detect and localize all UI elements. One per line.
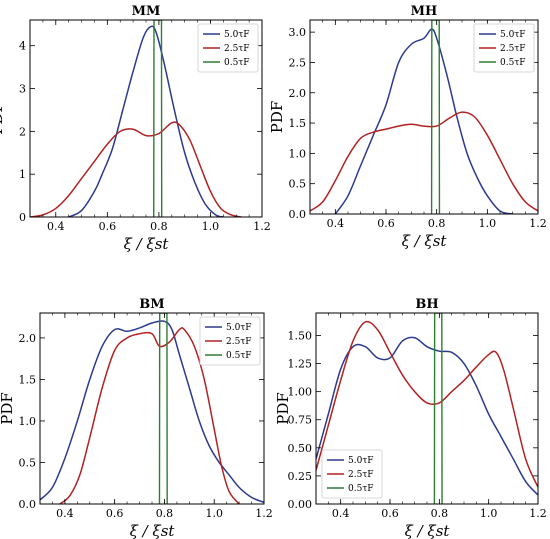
y-tick-label: 1.5 (289, 117, 307, 130)
legend-label: 0.5τF (348, 484, 374, 494)
y-tick-label: 0.25 (288, 470, 313, 483)
y-tick-label: 1.00 (288, 386, 313, 399)
x-tick-label: 1.0 (479, 217, 497, 230)
legend: 5.0τF 2.5τF 0.5τF (197, 23, 259, 73)
x-tick-label: 0.8 (428, 217, 446, 230)
series-line-0.5τF (153, 20, 163, 217)
series-line-2.5τF (30, 121, 242, 217)
x-tick-label: 1.2 (529, 217, 547, 230)
y-tick-label: 2.0 (19, 332, 37, 345)
x-axis-label: ξ / ξst (124, 235, 170, 253)
series-line-2.5τF (316, 320, 538, 488)
y-tick-label: 0.0 (289, 208, 307, 221)
series-line-2.5τF (310, 111, 538, 212)
x-tick-label: 1.2 (253, 220, 271, 233)
series-line-5.0τF (68, 25, 224, 217)
chart-panel-bh: 0.4 0.6 0.8 1.0 1.2 0.00 0.25 0.50 0.75 1.00 1.25 1… (274, 297, 547, 539)
y-tick-label: 0.00 (288, 498, 313, 511)
y-tick-label: 1 (19, 168, 26, 181)
chart-panel-mh: 0.4 0.6 0.8 1.0 1.2 0.0 0.5 1.0 1.5 2.0 2.5 3.0 MH ξ … (268, 4, 547, 250)
x-axis-label: ξ / ξst (402, 232, 448, 250)
x-tick-label: 0.6 (381, 507, 399, 520)
x-axis-label: ξ / ξst (405, 522, 451, 539)
legend: 5.0τF 2.5τF 0.5τF (321, 449, 383, 499)
chart-title: MH (411, 4, 438, 19)
series-line-5.0τF (316, 336, 538, 496)
chart-title: BH (415, 297, 438, 312)
legend-box (197, 23, 259, 73)
y-tick-label: 1.0 (289, 147, 307, 160)
legend-label: 5.0τF (224, 30, 250, 40)
y-axis-label: PDF (0, 102, 6, 135)
legend-label: 0.5τF (500, 58, 526, 68)
y-tick-label: 0.75 (288, 414, 313, 427)
series-line-0.5τF (158, 313, 168, 504)
x-tick-label: 0.6 (99, 220, 117, 233)
y-tick-label: 2.5 (289, 56, 307, 69)
y-tick-label: 0.5 (289, 178, 307, 191)
legend-label: 5.0τF (348, 456, 374, 466)
y-axis-label: PDF (274, 392, 292, 425)
y-tick-label: 1.25 (288, 358, 313, 371)
chart-panel-mm: 0.4 0.6 0.8 1.0 1.2 0 1 2 3 4 MM ξ / ξst PDF 5.0τF 2.5… (0, 4, 271, 253)
legend-box (199, 316, 261, 366)
legend-label: 2.5τF (226, 337, 252, 347)
legend-box (321, 449, 383, 499)
x-tick-label: 1.0 (205, 507, 223, 520)
chart-title: BM (139, 297, 164, 312)
legend-label: 2.5τF (348, 470, 374, 480)
x-axis-label: ξ / ξst (130, 522, 176, 539)
y-tick-label: 0.50 (288, 442, 313, 455)
x-tick-label: 0.8 (431, 507, 449, 520)
y-tick-label: 0.0 (19, 498, 37, 511)
x-tick-label: 0.6 (106, 507, 124, 520)
legend: 5.0τF 2.5τF 0.5τF (473, 23, 535, 73)
x-tick-label: 0.4 (332, 507, 350, 520)
legend-label: 0.5τF (224, 58, 250, 68)
series-line-0.5τF (433, 313, 443, 504)
legend-label: 5.0τF (500, 30, 526, 40)
legend-label: 2.5τF (224, 44, 250, 54)
y-axis-label: PDF (268, 101, 286, 134)
y-tick-label: 4 (19, 40, 26, 53)
y-tick-label: 3 (19, 83, 26, 96)
y-tick-label: 1.0 (19, 415, 37, 428)
x-tick-label: 1.0 (202, 220, 220, 233)
chart-title: MM (132, 4, 161, 19)
x-tick-label: 1.2 (255, 507, 273, 520)
legend-box (473, 23, 535, 73)
x-tick-label: 0.4 (47, 220, 65, 233)
y-tick-label: 1.5 (19, 373, 37, 386)
legend-label: 2.5τF (500, 44, 526, 54)
series-line-0.5τF (430, 20, 441, 214)
y-tick-label: 2 (19, 125, 26, 138)
y-tick-label: 3.0 (289, 26, 307, 39)
chart-panel-bm: 0.4 0.6 0.8 1.0 1.2 0.0 0.5 1.0 1.5 2.0 BM ξ / ξst P… (0, 297, 273, 539)
legend: 5.0τF 2.5τF 0.5τF (199, 316, 261, 366)
y-axis-label: PDF (0, 392, 16, 425)
y-tick-label: 0 (19, 211, 26, 224)
legend-label: 0.5τF (226, 351, 252, 361)
x-tick-label: 0.6 (377, 217, 395, 230)
y-tick-label: 0.5 (19, 456, 37, 469)
x-tick-label: 0.8 (156, 507, 174, 520)
x-tick-label: 1.0 (480, 507, 498, 520)
y-tick-label: 1.50 (288, 329, 313, 342)
x-tick-label: 0.4 (327, 217, 345, 230)
x-tick-label: 0.8 (150, 220, 168, 233)
series-line-5.0τF (40, 320, 264, 504)
legend-label: 5.0τF (226, 323, 252, 333)
y-tick-label: 2.0 (289, 87, 307, 100)
x-tick-label: 1.2 (529, 507, 547, 520)
x-tick-label: 0.4 (56, 507, 74, 520)
